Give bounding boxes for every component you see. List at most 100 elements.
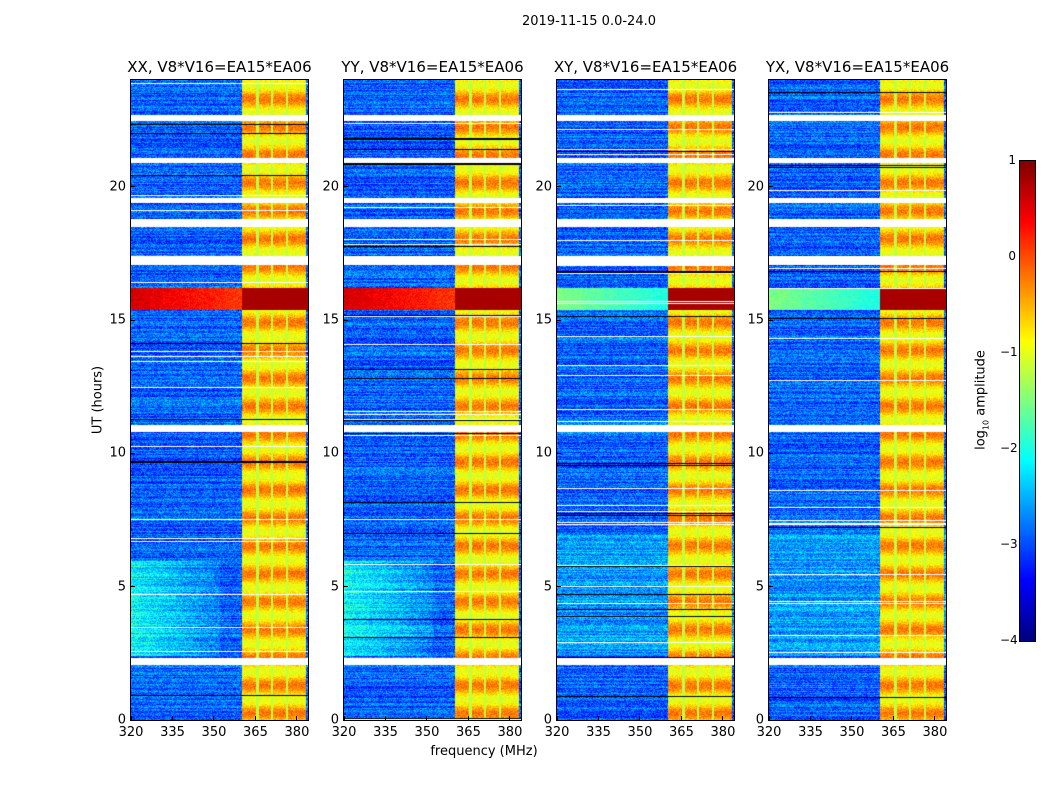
- x-tick-label: 335: [798, 725, 823, 740]
- y-tick-label: 15: [109, 312, 126, 328]
- x-tick-label: 350: [414, 725, 440, 740]
- y-tick-mark: [131, 452, 135, 454]
- x-tick-mark: [426, 716, 428, 720]
- x-tick-label: 335: [160, 725, 185, 740]
- x-tick-label: 335: [373, 725, 398, 740]
- y-tick-mark: [344, 719, 348, 721]
- x-tick-mark: [384, 716, 386, 720]
- y-tick-mark: [769, 719, 773, 721]
- y-tick-label: 15: [747, 312, 764, 328]
- spectrogram-panel-xx: [130, 79, 309, 721]
- y-tick-mark: [557, 586, 561, 588]
- x-tick-mark: [130, 716, 132, 720]
- y-tick-label: 20: [322, 179, 339, 195]
- x-tick-label: 350: [839, 725, 865, 740]
- x-tick-mark: [213, 716, 215, 720]
- y-tick-label: 10: [535, 445, 552, 461]
- x-tick-mark: [809, 716, 811, 720]
- y-tick-mark: [344, 452, 348, 454]
- x-tick-label: 335: [586, 725, 611, 740]
- y-tick-label: 15: [322, 312, 339, 328]
- y-tick-mark: [557, 186, 561, 188]
- y-tick-mark: [557, 719, 561, 721]
- colorbar-tick-label: −2: [1000, 441, 1018, 455]
- y-tick-mark: [344, 186, 348, 188]
- x-tick-mark: [722, 716, 724, 720]
- y-tick-mark: [344, 586, 348, 588]
- y-tick-mark: [769, 586, 773, 588]
- x-tick-mark: [467, 716, 469, 720]
- x-tick-mark: [296, 716, 298, 720]
- colorbar: [1019, 160, 1036, 642]
- y-tick-label: 10: [322, 445, 339, 461]
- x-tick-label: 380: [710, 725, 736, 740]
- y-tick-mark: [557, 452, 561, 454]
- panel-title: YY, V8*V16=EA15*EA06: [341, 58, 524, 76]
- x-tick-label: 365: [669, 725, 694, 740]
- y-axis-label: UT (hours): [90, 365, 106, 435]
- y-tick-mark: [769, 319, 773, 321]
- y-tick-label: 15: [535, 312, 552, 328]
- y-tick-mark: [131, 586, 135, 588]
- x-tick-label: 350: [627, 725, 653, 740]
- x-tick-label: 365: [881, 725, 906, 740]
- colorbar-label: log10 amplitude: [973, 350, 991, 450]
- y-tick-label: 5: [117, 579, 126, 595]
- x-tick-label: 320: [118, 725, 144, 740]
- x-tick-mark: [680, 716, 682, 720]
- y-tick-label: 20: [535, 179, 552, 195]
- y-tick-label: 5: [543, 579, 552, 595]
- x-tick-label: 380: [284, 725, 310, 740]
- x-tick-mark: [768, 716, 770, 720]
- y-tick-label: 5: [755, 579, 764, 595]
- x-tick-mark: [934, 716, 936, 720]
- heatmap-xy: [557, 80, 734, 720]
- figure-title: 2019-11-15 0.0-24.0: [522, 14, 656, 29]
- x-tick-label: 320: [756, 725, 782, 740]
- y-tick-mark: [557, 319, 561, 321]
- y-tick-mark: [344, 319, 348, 321]
- x-tick-mark: [639, 716, 641, 720]
- y-tick-label: 0: [543, 712, 552, 728]
- x-tick-mark: [851, 716, 853, 720]
- x-tick-mark: [556, 716, 558, 720]
- colorbar-tick-label: 0: [1008, 249, 1016, 263]
- x-tick-label: 320: [544, 725, 570, 740]
- heatmap-xx: [131, 80, 308, 720]
- y-tick-label: 20: [747, 179, 764, 195]
- x-tick-mark: [597, 716, 599, 720]
- spectrogram-panel-xy: [556, 79, 735, 721]
- x-tick-mark: [171, 716, 173, 720]
- y-tick-mark: [769, 186, 773, 188]
- x-tick-mark: [343, 716, 345, 720]
- x-tick-mark: [892, 716, 894, 720]
- x-tick-label: 365: [243, 725, 268, 740]
- heatmap-yx: [769, 80, 946, 720]
- colorbar-tick-label: −4: [1000, 633, 1018, 647]
- x-tick-mark: [509, 716, 511, 720]
- x-tick-label: 320: [331, 725, 357, 740]
- y-tick-mark: [131, 186, 135, 188]
- colorbar-tick-label: −1: [1000, 345, 1018, 359]
- y-tick-mark: [769, 452, 773, 454]
- spectrogram-panel-yx: [768, 79, 947, 721]
- heatmap-yy: [344, 80, 521, 720]
- panel-title: XX, V8*V16=EA15*EA06: [127, 58, 312, 76]
- spectrogram-panel-yy: [343, 79, 522, 721]
- y-tick-label: 0: [117, 712, 126, 728]
- y-tick-label: 10: [747, 445, 764, 461]
- panel-title: YX, V8*V16=EA15*EA06: [765, 58, 950, 76]
- colorbar-tick-label: 1: [1008, 153, 1016, 167]
- x-tick-mark: [254, 716, 256, 720]
- panel-title: XY, V8*V16=EA15*EA06: [553, 58, 738, 76]
- y-tick-label: 20: [109, 179, 126, 195]
- x-tick-label: 350: [201, 725, 227, 740]
- x-tick-label: 380: [922, 725, 948, 740]
- colorbar-tick-label: −3: [1000, 537, 1018, 551]
- x-tick-label: 380: [497, 725, 523, 740]
- y-tick-mark: [131, 319, 135, 321]
- y-tick-label: 0: [330, 712, 339, 728]
- y-tick-label: 5: [330, 579, 339, 595]
- y-tick-label: 10: [109, 445, 126, 461]
